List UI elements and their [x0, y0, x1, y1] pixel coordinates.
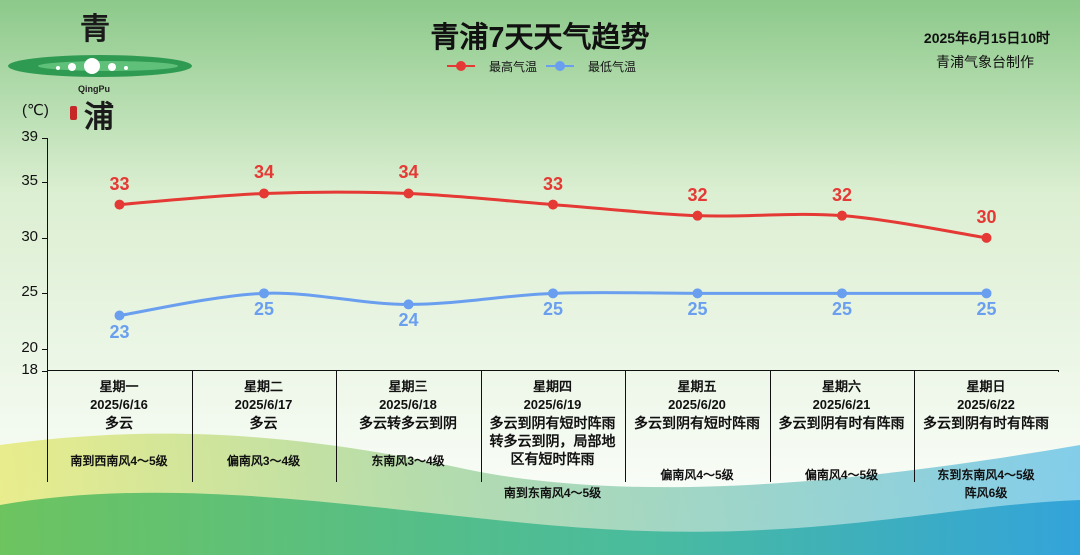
- day-date: 2025/6/21: [812, 397, 871, 412]
- day-column: 星期一 2025/6/16 多云南到西南风4～5级: [47, 378, 191, 468]
- logo-subtitle: QingPu: [78, 84, 110, 94]
- high-temp-label: 34: [398, 162, 419, 183]
- high-temp-label: 30: [976, 206, 997, 227]
- y-axis-unit: (℃): [22, 102, 49, 119]
- low-temp-label: 23: [109, 321, 130, 342]
- day-weekday: 星期一: [99, 379, 139, 394]
- day-weekday: 星期二: [243, 379, 283, 394]
- high-temp-label: 34: [253, 162, 275, 183]
- day-weather: 多云: [105, 415, 133, 431]
- high-temp-label: 33: [109, 173, 130, 194]
- day-date: 2025/6/16: [90, 397, 148, 412]
- issue-date: 2025年6月15日10时: [923, 30, 1050, 46]
- day-wind: 偏南风4～5级: [804, 468, 879, 482]
- y-tick-label: 39: [21, 128, 38, 145]
- column-divider: [625, 371, 626, 482]
- day-weather: 多云转多云到阴: [359, 415, 457, 431]
- day-date: 2025/6/19: [523, 397, 582, 412]
- y-tick-label: 25: [21, 283, 38, 301]
- day-column: 星期三 2025/6/18 多云转多云到阴 东南风3～4级: [336, 378, 480, 468]
- day-wind: 南到西南风4～5级: [70, 454, 168, 468]
- x-axis-line: [47, 370, 1059, 371]
- low-temp-label: 25: [976, 299, 997, 320]
- legend-high: 最高气温: [447, 57, 537, 75]
- day-weekday: 星期三: [388, 379, 428, 394]
- y-axis-line: [47, 138, 48, 371]
- day-wind: 东到东南风4～5级阵风6级: [937, 468, 1035, 500]
- day-weekday: 星期日: [966, 379, 1006, 394]
- seal-icon: [70, 106, 77, 120]
- y-tick-label: 20: [21, 338, 38, 356]
- low-temp-label: 25: [253, 299, 275, 320]
- logo-emblem: [8, 55, 192, 77]
- legend-low-label: 最低气温: [588, 59, 637, 74]
- y-tick-mark: [42, 349, 47, 350]
- day-column: 星期日 2025/6/22 多云到阴有时有阵雨东到东南风4～5级阵风6级: [914, 378, 1058, 500]
- column-divider: [769, 371, 771, 482]
- day-wind: 偏南风3～4级: [226, 454, 301, 468]
- column-divider: [336, 371, 337, 482]
- high-temp-label: 32: [687, 184, 708, 205]
- day-weather: 多云到阴有短时阵雨转多云到阴，局部地区有短时阵雨: [489, 415, 616, 467]
- low-temp-label: 25: [687, 299, 708, 320]
- logo-character-top: 青: [80, 12, 110, 47]
- column-divider: [914, 371, 915, 482]
- low-temp-label: 25: [831, 299, 853, 320]
- day-date: 2025/6/20: [668, 397, 726, 412]
- column-divider: [480, 371, 482, 482]
- day-weather: 多云: [249, 415, 278, 431]
- legend-low-swatch: [546, 61, 574, 71]
- day-wind: 东南风3～4级: [371, 454, 445, 468]
- y-tick-label: 30: [21, 227, 38, 245]
- y-tick-mark: [42, 182, 47, 183]
- day-wind: 南到东南风4～5级: [503, 486, 602, 500]
- day-column: 星期六 2025/6/21 多云到阴有时有阵雨 偏南风4～5级: [770, 378, 914, 482]
- legend-high-label: 最高气温: [489, 59, 538, 74]
- low-temp-label: 25: [542, 299, 564, 320]
- day-weather: 多云到阴有时有阵雨: [923, 415, 1049, 431]
- column-divider: [47, 371, 48, 482]
- day-wind: 偏南风4～5级: [660, 468, 734, 482]
- day-column: 星期二 2025/6/17 多云偏南风3～4级: [192, 378, 336, 468]
- y-tick-label: 35: [21, 172, 38, 190]
- day-weather: 多云到阴有时有阵雨: [778, 415, 905, 431]
- day-column: 星期四 2025/6/19 多云到阴有短时阵雨转多云到阴，局部地区有短时阵雨南到东南…: [481, 378, 625, 500]
- y-tick-mark: [42, 138, 47, 139]
- day-column: 星期五 2025/6/20 多云到阴有短时阵雨 偏南风4～5级: [625, 378, 769, 482]
- legend-low: 最低气温: [546, 57, 636, 75]
- day-date: 2025/6/22: [957, 397, 1015, 412]
- chart-title: 青浦7天天气趋势: [430, 22, 650, 54]
- day-weekday: 星期五: [677, 379, 717, 394]
- issuer-credit: 青浦气象台制作: [936, 54, 1034, 70]
- day-weekday: 星期六: [821, 379, 861, 394]
- day-weekday: 星期四: [532, 379, 572, 394]
- legend-high-swatch: [447, 61, 475, 71]
- y-tick-mark: [42, 371, 47, 372]
- day-date: 2025/6/17: [234, 397, 293, 412]
- column-divider: [191, 371, 193, 482]
- day-weather: 多云到阴有短时阵雨: [634, 415, 760, 431]
- high-temp-label: 32: [831, 184, 853, 205]
- y-tick-label: 18: [21, 361, 38, 378]
- day-date: 2025/6/18: [379, 397, 437, 412]
- low-temp-label: 24: [398, 310, 419, 331]
- logo-character-bottom: 浦: [84, 100, 114, 135]
- column-divider: [1058, 371, 1059, 372]
- y-tick-mark: [42, 293, 47, 294]
- y-tick-mark: [42, 238, 47, 239]
- high-temp-label: 33: [542, 173, 564, 194]
